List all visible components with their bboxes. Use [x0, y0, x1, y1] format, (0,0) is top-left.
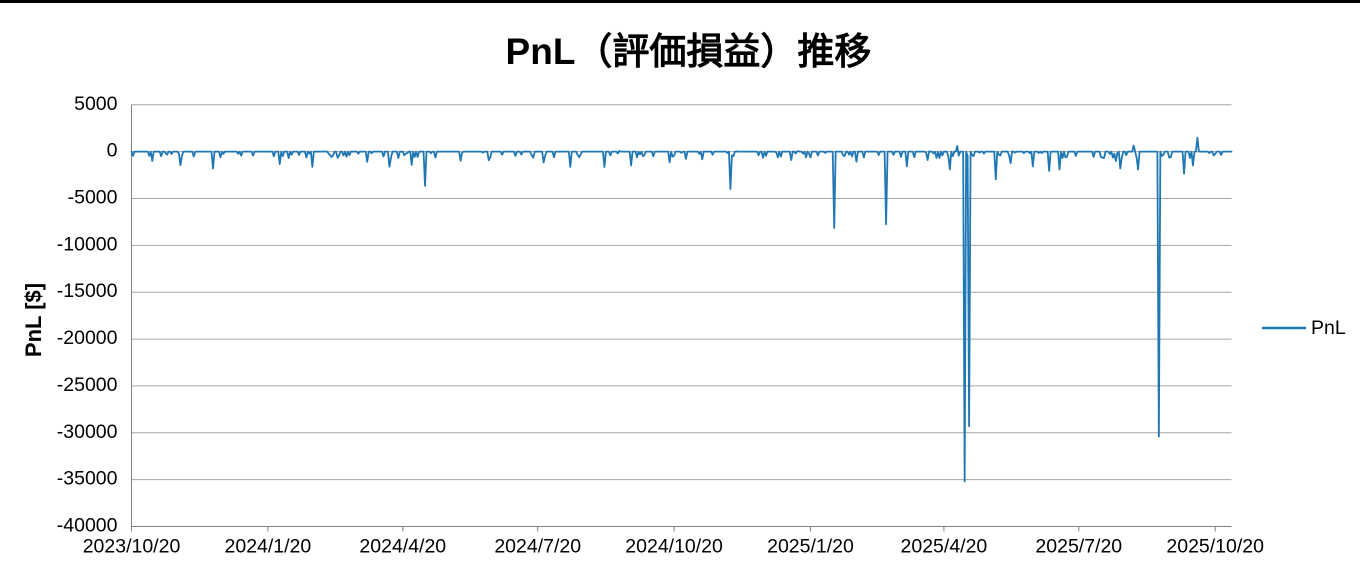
svg-text:-20000: -20000 [57, 327, 118, 349]
svg-text:2024/7/20: 2024/7/20 [494, 536, 581, 558]
svg-text:2024/4/20: 2024/4/20 [359, 536, 446, 558]
svg-text:-40000: -40000 [57, 515, 118, 537]
svg-text:-15000: -15000 [57, 280, 118, 302]
svg-text:2025/1/20: 2025/1/20 [767, 536, 854, 558]
svg-text:2025/7/20: 2025/7/20 [1035, 536, 1122, 558]
svg-text:-5000: -5000 [68, 187, 118, 209]
svg-text:2023/10/20: 2023/10/20 [83, 536, 181, 558]
svg-text:-10000: -10000 [57, 233, 118, 255]
svg-text:2025/10/20: 2025/10/20 [1166, 536, 1264, 558]
svg-text:2024/1/20: 2024/1/20 [225, 536, 312, 558]
svg-text:-30000: -30000 [57, 421, 118, 443]
svg-text:-35000: -35000 [57, 468, 118, 490]
svg-text:2025/4/20: 2025/4/20 [901, 536, 988, 558]
svg-text:PnL: PnL [1311, 317, 1346, 339]
svg-text:0: 0 [107, 140, 118, 162]
svg-text:2024/10/20: 2024/10/20 [625, 536, 723, 558]
svg-text:-25000: -25000 [57, 374, 118, 396]
svg-text:5000: 5000 [74, 93, 118, 115]
